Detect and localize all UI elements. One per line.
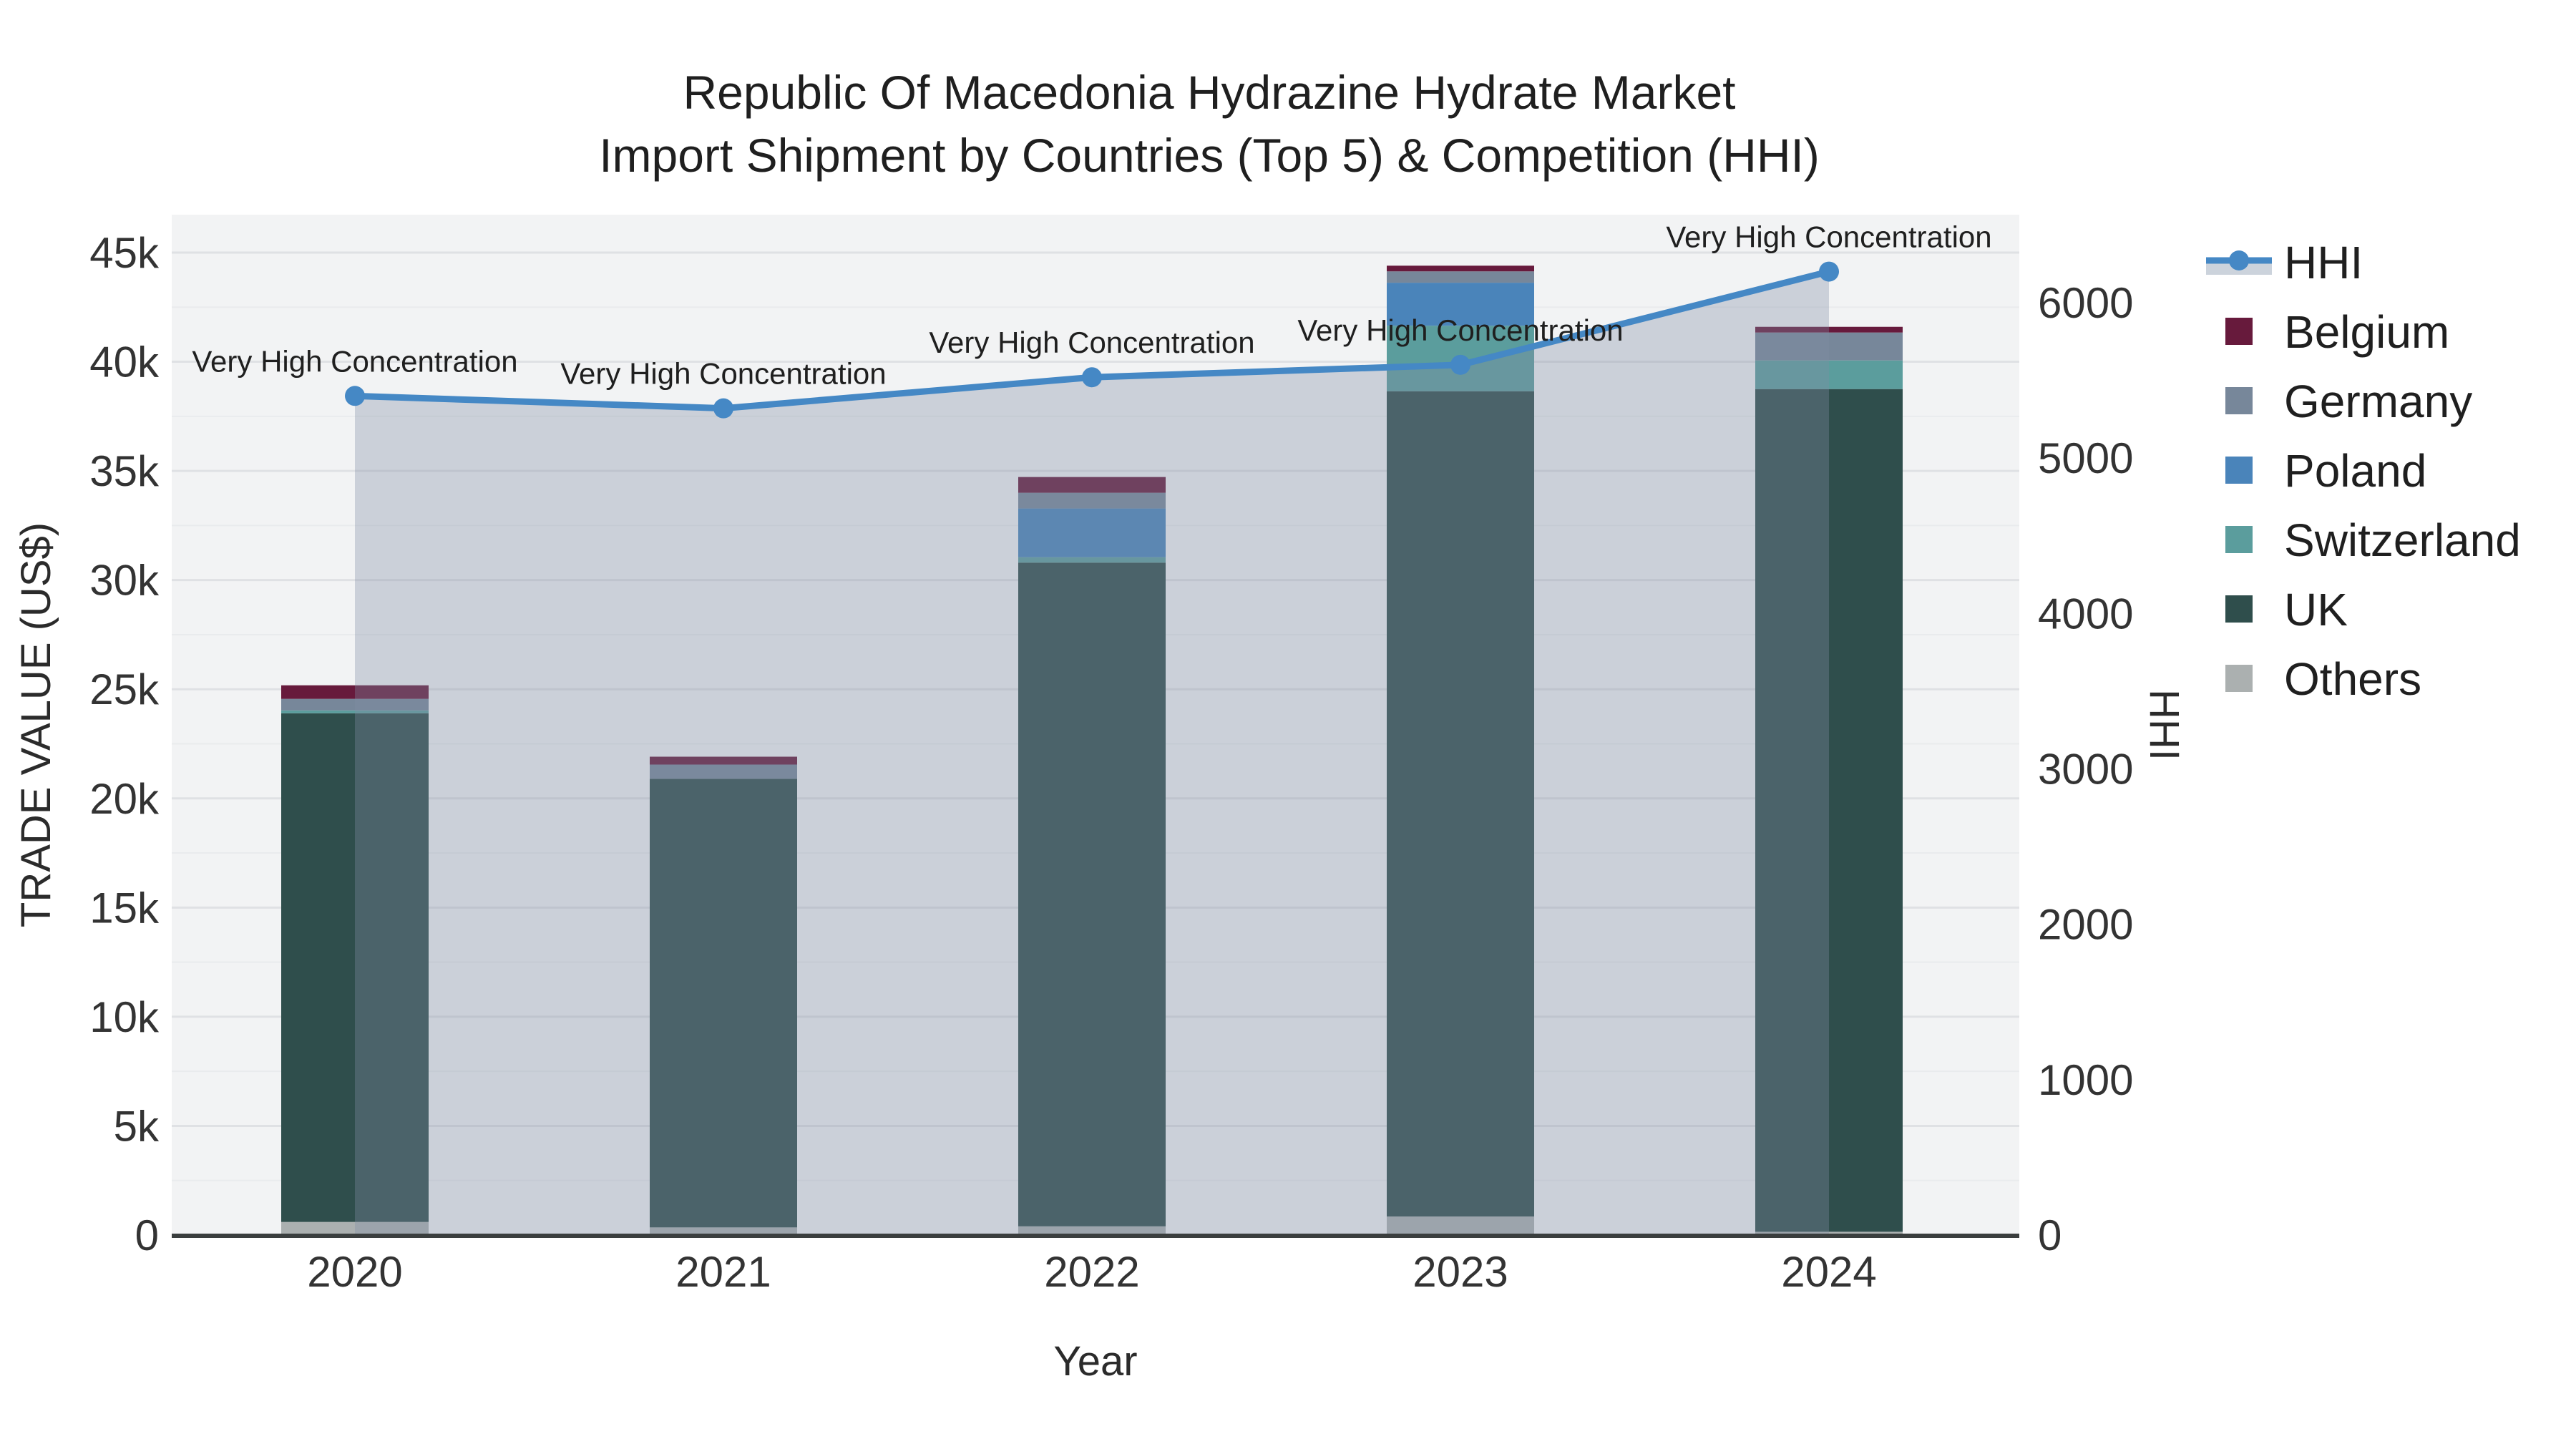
bar-segment-belgium-2020[interactable] bbox=[281, 685, 429, 699]
y-left-tick-0: 0 bbox=[135, 1211, 159, 1259]
y-right-tick-2000: 2000 bbox=[2038, 901, 2133, 949]
bar-segment-uk-2024[interactable] bbox=[1755, 389, 1903, 1232]
legend-label-belgium: Belgium bbox=[2284, 306, 2449, 358]
y-right-tick-4000: 4000 bbox=[2038, 590, 2133, 638]
y-left-tick-5k: 5k bbox=[114, 1102, 160, 1150]
hhi-marker-2024[interactable] bbox=[1819, 261, 1839, 282]
annotation-2023: Very High Concentration bbox=[1297, 313, 1623, 347]
legend: HHI Belgium Germany Poland Switzerland UK Othe… bbox=[2206, 237, 2521, 705]
bar-segment-others-2020[interactable] bbox=[281, 1221, 429, 1235]
legend-item-belgium[interactable]: Belgium bbox=[2225, 306, 2449, 358]
bar-segment-switzerland-2020[interactable] bbox=[281, 710, 429, 713]
y-left-tick-15k: 15k bbox=[89, 884, 160, 932]
bar-segment-germany-2020[interactable] bbox=[281, 698, 429, 711]
annotation-2024: Very High Concentration bbox=[1666, 220, 1991, 254]
bar-segment-others-2021[interactable] bbox=[650, 1227, 797, 1235]
legend-hhi-marker-sample bbox=[2229, 250, 2249, 270]
bar-segment-uk-2021[interactable] bbox=[650, 779, 797, 1228]
legend-swatch-others bbox=[2225, 665, 2253, 692]
bar-segment-others-2023[interactable] bbox=[1387, 1216, 1534, 1235]
legend-label-germany: Germany bbox=[2284, 376, 2472, 427]
hhi-marker-2020[interactable] bbox=[345, 386, 365, 406]
bar-segment-germany-2024[interactable] bbox=[1755, 332, 1903, 361]
y-left-tick-10k: 10k bbox=[89, 993, 160, 1041]
annotation-2022: Very High Concentration bbox=[929, 326, 1254, 359]
x-tick-2020: 2020 bbox=[307, 1248, 402, 1296]
bar-segment-uk-2022[interactable] bbox=[1018, 562, 1166, 1226]
y-left-tick-30k: 30k bbox=[89, 557, 160, 605]
y-right-axis-title: HHI bbox=[2141, 689, 2187, 761]
y-right-tick-5000: 5000 bbox=[2038, 434, 2133, 482]
x-tick-2023: 2023 bbox=[1413, 1248, 1508, 1296]
y-left-tick-20k: 20k bbox=[89, 775, 160, 823]
x-axis-title: Year bbox=[1053, 1338, 1137, 1385]
legend-label-uk: UK bbox=[2284, 584, 2348, 635]
bar-segment-poland-2023[interactable] bbox=[1387, 283, 1534, 326]
legend-label-hhi: HHI bbox=[2284, 237, 2363, 288]
chart-title-line2: Import Shipment by Countries (Top 5) & C… bbox=[599, 129, 1820, 182]
hhi-marker-2021[interactable] bbox=[713, 398, 733, 419]
bar-segment-belgium-2022[interactable] bbox=[1018, 477, 1166, 493]
zero-line bbox=[172, 1234, 2019, 1238]
legend-item-germany[interactable]: Germany bbox=[2225, 376, 2472, 427]
y-left-axis-title: TRADE VALUE (US$) bbox=[13, 522, 59, 927]
y-right-tick-0: 0 bbox=[2038, 1211, 2062, 1259]
y-left-tick-25k: 25k bbox=[89, 665, 160, 713]
legend-label-switzerland: Switzerland bbox=[2284, 514, 2521, 566]
x-tick-2021: 2021 bbox=[675, 1248, 771, 1296]
x-tick-labels: 2020 2021 2022 2023 2024 bbox=[307, 1248, 1876, 1296]
bar-segment-belgium-2024[interactable] bbox=[1755, 326, 1903, 333]
legend-swatch-belgium bbox=[2225, 318, 2253, 345]
y-right-tick-labels: 0 1000 2000 3000 4000 5000 6000 bbox=[2038, 279, 2133, 1259]
x-tick-2024: 2024 bbox=[1781, 1248, 1876, 1296]
annotations: Very High Concentration Very High Concent… bbox=[192, 220, 1991, 391]
y-right-tick-3000: 3000 bbox=[2038, 746, 2133, 794]
legend-swatch-germany bbox=[2225, 387, 2253, 414]
y-left-tick-40k: 40k bbox=[89, 338, 160, 386]
bar-segment-belgium-2023[interactable] bbox=[1387, 265, 1534, 272]
legend-swatch-poland bbox=[2225, 457, 2253, 484]
legend-label-others: Others bbox=[2284, 653, 2421, 705]
bar-segment-germany-2022[interactable] bbox=[1018, 492, 1166, 509]
hhi-marker-2022[interactable] bbox=[1082, 367, 1102, 388]
annotation-2020: Very High Concentration bbox=[192, 344, 517, 378]
y-left-tick-labels: 0 5k 10k 15k 20k 25k 30k 35k 40k 45k bbox=[89, 229, 160, 1259]
annotation-2021: Very High Concentration bbox=[560, 357, 886, 391]
x-axis-zero-line bbox=[172, 1234, 2019, 1238]
stacked-bars bbox=[281, 265, 1903, 1235]
hhi-marker-2023[interactable] bbox=[1450, 354, 1470, 375]
legend-swatch-switzerland bbox=[2225, 526, 2253, 553]
hhi-line-series bbox=[345, 261, 1839, 419]
legend-swatch-uk bbox=[2225, 595, 2253, 623]
legend-item-poland[interactable]: Poland bbox=[2225, 445, 2426, 497]
y-left-tick-35k: 35k bbox=[89, 447, 160, 495]
legend-item-switzerland[interactable]: Switzerland bbox=[2225, 514, 2521, 566]
hhi-area bbox=[355, 271, 1829, 1236]
bar-segment-germany-2023[interactable] bbox=[1387, 271, 1534, 283]
bar-segment-others-2024[interactable] bbox=[1755, 1231, 1903, 1235]
y-right-tick-6000: 6000 bbox=[2038, 279, 2133, 327]
chart-title-line1: Republic Of Macedonia Hydrazine Hydrate … bbox=[683, 66, 1736, 119]
y-left-tick-45k: 45k bbox=[89, 229, 160, 277]
legend-label-poland: Poland bbox=[2284, 445, 2426, 497]
x-tick-2022: 2022 bbox=[1044, 1248, 1139, 1296]
legend-item-hhi[interactable]: HHI bbox=[2206, 237, 2363, 288]
hhi-area-fill bbox=[355, 271, 1829, 1236]
y-right-tick-1000: 1000 bbox=[2038, 1056, 2133, 1104]
bar-segment-belgium-2021[interactable] bbox=[650, 756, 797, 765]
legend-item-uk[interactable]: UK bbox=[2225, 584, 2348, 635]
bar-segment-germany-2021[interactable] bbox=[650, 764, 797, 779]
bar-segment-switzerland-2022[interactable] bbox=[1018, 557, 1166, 563]
bar-segment-others-2022[interactable] bbox=[1018, 1226, 1166, 1235]
bar-segment-switzerland-2024[interactable] bbox=[1755, 360, 1903, 389]
bar-segment-poland-2022[interactable] bbox=[1018, 508, 1166, 557]
legend-item-others[interactable]: Others bbox=[2225, 653, 2421, 705]
bar-segment-uk-2023[interactable] bbox=[1387, 391, 1534, 1217]
bar-segment-uk-2020[interactable] bbox=[281, 713, 429, 1222]
